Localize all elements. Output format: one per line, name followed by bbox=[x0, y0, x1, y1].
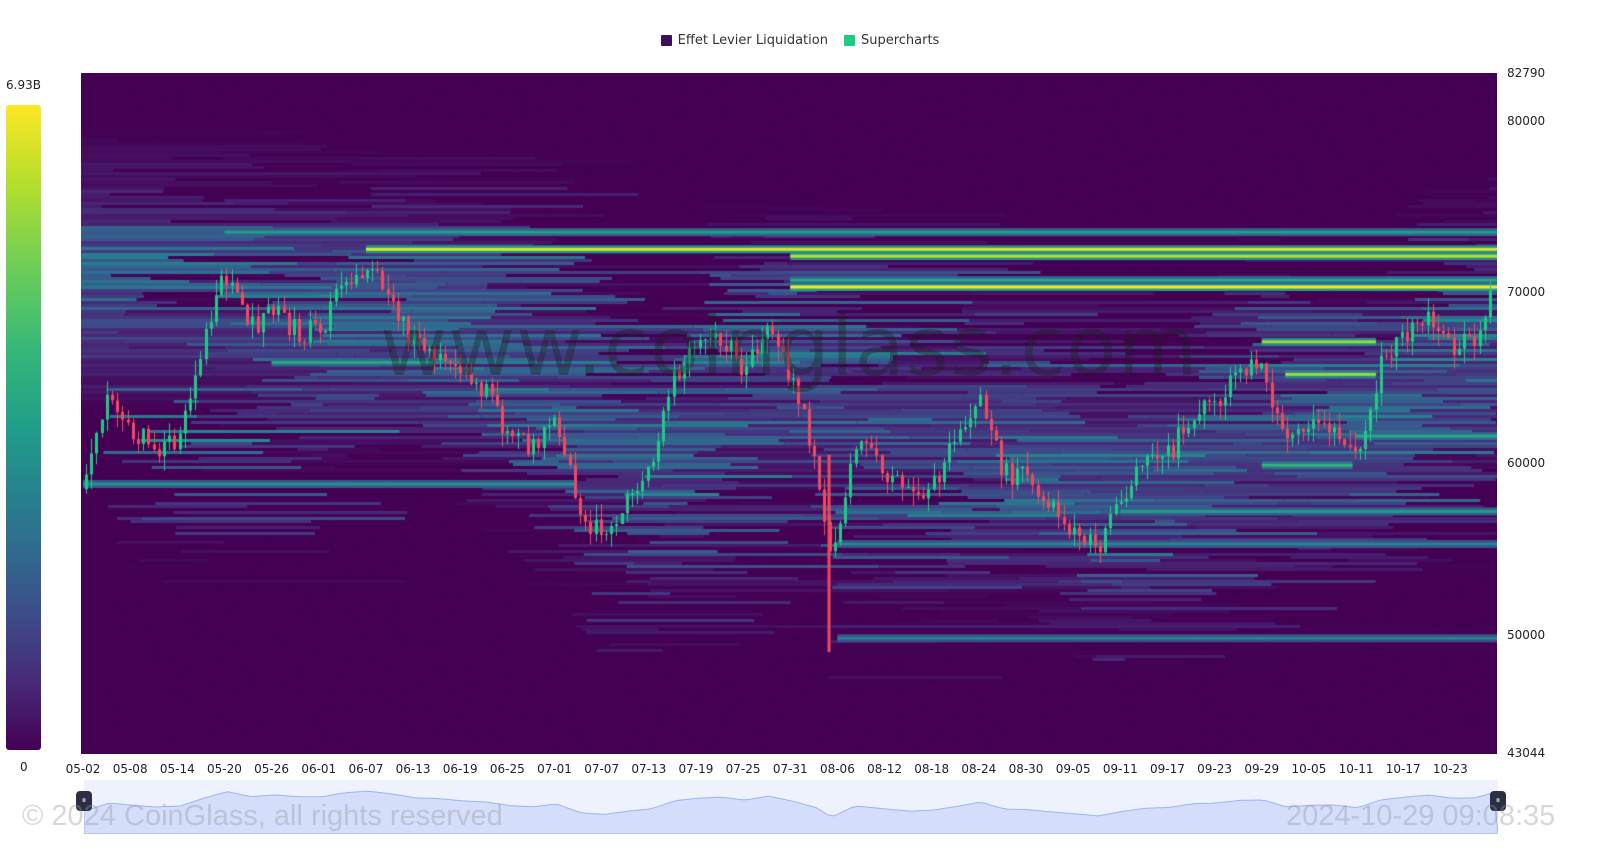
x-axis-tick: 08-06 bbox=[819, 762, 855, 776]
x-axis-tick: 09-11 bbox=[1102, 762, 1138, 776]
x-axis-tick: 09-29 bbox=[1244, 762, 1280, 776]
time-range-navigator[interactable] bbox=[84, 780, 1498, 834]
legend-item-liquidation[interactable]: Effet Levier Liquidation bbox=[660, 33, 828, 48]
x-axis-tick: 06-07 bbox=[348, 762, 384, 776]
price-candles-canvas bbox=[81, 73, 1497, 754]
x-axis-tick: 08-30 bbox=[1008, 762, 1044, 776]
x-axis-tick: 06-01 bbox=[301, 762, 337, 776]
legend-label-supercharts: Supercharts bbox=[860, 33, 940, 48]
x-axis-tick: 06-13 bbox=[395, 762, 431, 776]
x-axis-tick: 05-14 bbox=[159, 762, 195, 776]
x-axis-tick: 08-12 bbox=[867, 762, 902, 776]
y-axis-tick: 70000 bbox=[1507, 285, 1546, 300]
colorbar-max-label: 6.93B bbox=[6, 78, 41, 92]
navigator-left-handle[interactable]: ⏸ bbox=[76, 791, 92, 811]
x-axis-tick: 07-19 bbox=[678, 762, 714, 776]
y-axis-tick: 50000 bbox=[1507, 627, 1546, 642]
x-axis-tick: 06-19 bbox=[442, 762, 478, 776]
x-axis-tick: 07-13 bbox=[631, 762, 667, 776]
x-axis-tick: 08-24 bbox=[961, 762, 997, 776]
x-axis-tick: 05-20 bbox=[207, 762, 242, 776]
heatmap-plot-area[interactable] bbox=[81, 73, 1497, 754]
x-axis-tick: 07-07 bbox=[584, 762, 620, 776]
navigator-series-area bbox=[84, 790, 1498, 834]
y-axis-tick: 82790 bbox=[1507, 66, 1546, 80]
x-axis-tick: 07-01 bbox=[537, 762, 572, 776]
x-axis-tick: 10-23 bbox=[1432, 762, 1468, 776]
x-axis-tick: 05-08 bbox=[112, 762, 148, 776]
x-axis-tick: 09-23 bbox=[1197, 762, 1233, 776]
x-axis-tick: 10-11 bbox=[1338, 762, 1374, 776]
legend-label-liquidation: Effet Levier Liquidation bbox=[677, 33, 828, 48]
colorbar-min-label: 0 bbox=[20, 760, 28, 774]
chart-legend: Effet Levier Liquidation Supercharts bbox=[0, 33, 1600, 48]
x-axis-tick: 10-17 bbox=[1385, 762, 1421, 776]
y-axis-tick: 43044 bbox=[1507, 746, 1546, 760]
y-axis-tick: 60000 bbox=[1507, 456, 1546, 471]
x-axis: 05-02 05-08 05-14 05-20 05-26 06-01 06-07 06-13… bbox=[0, 762, 1600, 778]
x-axis-tick: 09-17 bbox=[1150, 762, 1185, 776]
x-axis-tick: 05-26 bbox=[254, 762, 290, 776]
legend-swatch-supercharts-icon bbox=[843, 35, 855, 46]
y-axis-tick: 80000 bbox=[1507, 113, 1546, 128]
navigator-right-handle[interactable]: ⏸ bbox=[1490, 791, 1506, 811]
x-axis-tick: 09-05 bbox=[1055, 762, 1091, 776]
x-axis-tick: 06-25 bbox=[489, 762, 525, 776]
colorbar-gradient[interactable] bbox=[6, 105, 41, 750]
x-axis-tick: 08-18 bbox=[914, 762, 950, 776]
legend-swatch-liquidation-icon bbox=[660, 35, 672, 46]
navigator-area-path bbox=[84, 790, 1498, 834]
x-axis-tick: 05-02 bbox=[65, 762, 101, 776]
x-axis-tick: 10-05 bbox=[1291, 762, 1327, 776]
x-axis-tick: 07-31 bbox=[772, 762, 808, 776]
x-axis-tick: 07-25 bbox=[725, 762, 761, 776]
legend-item-supercharts[interactable]: Supercharts bbox=[843, 33, 940, 48]
